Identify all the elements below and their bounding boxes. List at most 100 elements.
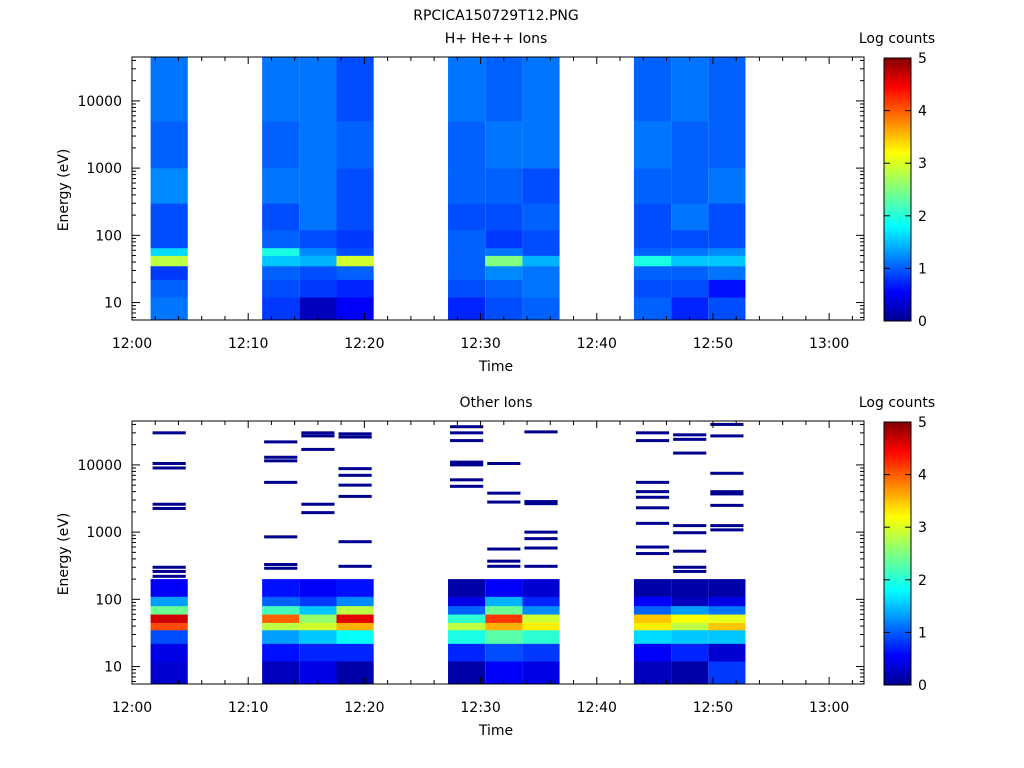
heatmap-cell [708, 297, 746, 321]
colorbar-tick-label: 4 [918, 104, 927, 120]
y-tick-label: 10000 [77, 94, 122, 110]
heatmap-cell [299, 297, 337, 321]
x-axis-label: Time [478, 359, 513, 375]
heatmap-cell [522, 596, 560, 607]
heatmap-cell [708, 661, 746, 685]
heatmap-cell [262, 643, 300, 662]
heatmap-cell [708, 203, 746, 231]
x-tick-label: 12:50 [693, 700, 733, 716]
heatmap-cell [671, 643, 709, 662]
heatmap-cell [448, 297, 486, 321]
heatmap-cell [448, 661, 486, 685]
x-tick-label: 12:20 [344, 700, 384, 716]
heatmap-cell [485, 279, 523, 298]
energy-line-mark [710, 490, 744, 494]
heatmap-cell [708, 121, 746, 169]
energy-line-mark [338, 540, 372, 544]
heatmap-cell [633, 643, 672, 662]
heatmap-cell [671, 57, 709, 122]
energy-line-mark [673, 569, 707, 573]
heatmap-cell [299, 121, 337, 169]
x-tick-label: 12:20 [344, 336, 384, 352]
energy-line-mark [635, 506, 670, 510]
heatmap-cell [633, 168, 672, 204]
energy-line-mark [301, 502, 335, 506]
energy-line-mark [152, 502, 186, 506]
heatmap-cell [708, 255, 746, 267]
energy-line-mark [450, 460, 484, 464]
heatmap-cell [336, 605, 374, 615]
heatmap-cell [150, 614, 188, 623]
heatmap-cell [522, 643, 560, 662]
heatmap-cell [448, 643, 486, 662]
energy-line-mark [338, 467, 372, 471]
energy-line-mark [338, 435, 372, 439]
energy-line-mark [673, 531, 707, 535]
energy-line-mark [635, 495, 670, 499]
x-tick-label: 13:00 [809, 336, 849, 352]
heatmap-cell [522, 629, 560, 644]
y-axis-label: Energy (eV) [56, 513, 72, 596]
colorbar-label: Log counts [859, 31, 935, 47]
energy-line-mark [152, 574, 186, 578]
heatmap-cells [150, 579, 746, 685]
x-axis: 12:00 12:10 12:20 12:30 12:40 12:50 13:00 [112, 57, 853, 352]
heatmap-cell [299, 622, 337, 631]
colorbar-tick-label: 5 [918, 415, 927, 431]
panel-title: Other Ions [459, 395, 532, 411]
heatmap-cell [336, 230, 374, 249]
heatmap-cell [299, 605, 337, 615]
heatmap-cell [448, 255, 486, 267]
heatmap-cell [262, 614, 300, 623]
energy-line-mark [152, 466, 186, 470]
heatmap-cell [299, 643, 337, 662]
energy-line-mark [450, 463, 484, 467]
heatmap-cell [299, 57, 337, 122]
colorbar-ticks: 0 1 2 3 4 5 [884, 415, 927, 694]
heatmap-cell [299, 579, 337, 597]
heatmap-cell [485, 629, 523, 644]
energy-line-mark [264, 535, 298, 539]
heatmap-cell [485, 57, 523, 122]
heatmap-cell [299, 661, 337, 685]
heatmap-cell [633, 614, 672, 623]
energy-line-mark [450, 478, 484, 482]
heatmap-cell [485, 230, 523, 249]
heatmap-cell [262, 297, 300, 321]
x-axis-label: Time [478, 723, 513, 739]
heatmap-cell [708, 265, 746, 280]
colorbar-tick-label: 1 [918, 625, 927, 641]
heatmap-cell [336, 579, 374, 597]
energy-line-mark [450, 484, 484, 488]
colorbar-tick-label: 3 [918, 156, 927, 172]
energy-line-mark [524, 502, 558, 506]
heatmap-cell [150, 643, 188, 662]
heatmap-cell [485, 121, 523, 169]
energy-line-mark [710, 524, 744, 528]
heatmap-cell [708, 596, 746, 607]
energy-line-mark [635, 521, 670, 525]
heatmap-cells [150, 57, 746, 321]
heatmap-cell [708, 629, 746, 644]
heatmap-cell [633, 57, 672, 122]
energy-line-mark [301, 434, 335, 438]
heatmap-cell [671, 579, 709, 597]
heatmap-cell [485, 265, 523, 280]
heatmap-cell [150, 279, 188, 298]
heatmap-cell [299, 203, 337, 231]
heatmap-cell [485, 605, 523, 615]
heatmap-cell [150, 57, 188, 122]
heatmap-cell [299, 265, 337, 280]
energy-line-mark [673, 437, 707, 441]
heatmap-cell [448, 279, 486, 298]
heatmap-cell [522, 661, 560, 685]
energy-line-mark [710, 503, 744, 507]
energy-line-mark [152, 461, 186, 465]
heatmap-cell [448, 596, 486, 607]
heatmap-cell [448, 121, 486, 169]
energy-line-mark [301, 511, 335, 515]
heatmap-cell [448, 168, 486, 204]
heatmap-cell [262, 57, 300, 122]
y-tick-label: 10 [104, 296, 122, 312]
